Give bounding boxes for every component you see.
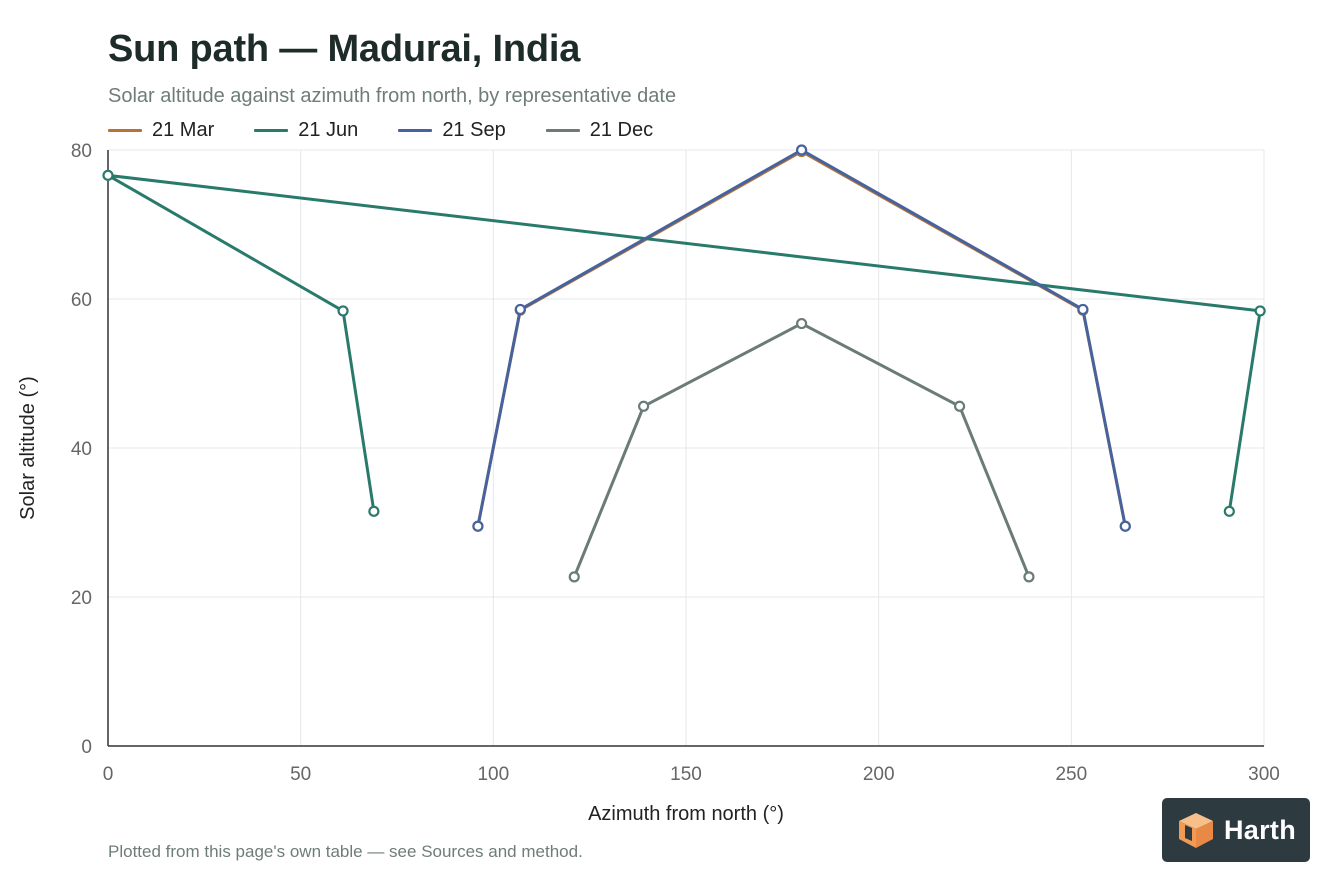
- chart-title: Sun path — Madurai, India: [108, 28, 581, 70]
- data-point-dec[interactable]: [568, 571, 580, 583]
- legend-label-dec: 21 Dec: [589, 119, 654, 141]
- legend-swatch-sep: [398, 129, 433, 132]
- data-point-jun[interactable]: [368, 505, 380, 517]
- series-line-dec: [572, 322, 1031, 579]
- data-point-sep[interactable]: [1119, 520, 1131, 532]
- y-tick-label: 80: [71, 141, 92, 162]
- y-axis-label: Solar altitude (°): [17, 376, 39, 520]
- series-layer: [102, 144, 1266, 583]
- brand-name: Harth: [1223, 814, 1296, 845]
- legend-item-jun[interactable]: 21 Jun: [254, 119, 358, 142]
- legend-label-jun: 21 Jun: [298, 119, 359, 141]
- data-point-dec[interactable]: [638, 400, 650, 412]
- data-point-dec[interactable]: [795, 317, 808, 330]
- y-tick-label: 0: [81, 737, 92, 758]
- data-point-sep[interactable]: [514, 303, 526, 316]
- x-tick-label: 0: [103, 764, 114, 785]
- legend: 21 Mar 21 Jun 21 Sep 21 Dec: [108, 119, 653, 142]
- y-tick-label: 20: [71, 588, 92, 609]
- series-line-jun: [106, 173, 1262, 513]
- x-axis-label: Azimuth from north (°): [588, 803, 784, 825]
- series-sep: [472, 144, 1131, 532]
- legend-swatch-jun: [254, 129, 289, 132]
- x-tick-label: 50: [290, 764, 311, 785]
- data-point-dec[interactable]: [953, 400, 966, 412]
- legend-item-mar[interactable]: 21 Mar: [108, 119, 214, 142]
- data-point-sep[interactable]: [795, 144, 808, 156]
- cube-icon: [1178, 813, 1213, 848]
- data-point-jun[interactable]: [1223, 505, 1235, 517]
- series-line-mar: [476, 149, 1127, 528]
- data-point-sep[interactable]: [472, 520, 484, 532]
- data-point-jun[interactable]: [1254, 305, 1266, 317]
- x-tick-label: 200: [863, 764, 895, 785]
- legend-swatch-mar: [108, 129, 142, 132]
- brand-logo[interactable]: Harth: [1162, 798, 1310, 862]
- legend-label-sep: 21 Sep: [442, 119, 506, 141]
- series-jun: [102, 169, 1266, 517]
- data-point-sep[interactable]: [1077, 303, 1089, 316]
- legend-item-sep[interactable]: 21 Sep: [398, 119, 506, 142]
- legend-label-mar: 21 Mar: [152, 119, 215, 141]
- series-line-sep: [476, 148, 1127, 528]
- legend-item-dec[interactable]: 21 Dec: [545, 119, 654, 142]
- chart-subtitle: Solar altitude against azimuth from nort…: [108, 85, 677, 107]
- x-tick-label: 300: [1248, 764, 1280, 785]
- data-point-dec[interactable]: [1023, 571, 1035, 583]
- y-tick-label: 40: [71, 439, 92, 460]
- grid-layer: [107, 149, 1265, 747]
- legend-swatch-dec: [545, 129, 580, 132]
- series-mar: [472, 145, 1131, 532]
- footnote: Plotted from this page's own table — see…: [108, 842, 583, 861]
- x-tick-label: 100: [477, 764, 509, 785]
- data-point-jun[interactable]: [337, 305, 349, 317]
- y-tick-label: 60: [71, 290, 92, 311]
- data-point-jun[interactable]: [102, 169, 114, 181]
- x-tick-label: 150: [670, 764, 702, 785]
- axis-layer: 0 50 100 150 200 250 300 0 20 40 60 80: [71, 141, 1280, 785]
- series-dec: [568, 317, 1035, 583]
- x-tick-label: 250: [1055, 764, 1087, 785]
